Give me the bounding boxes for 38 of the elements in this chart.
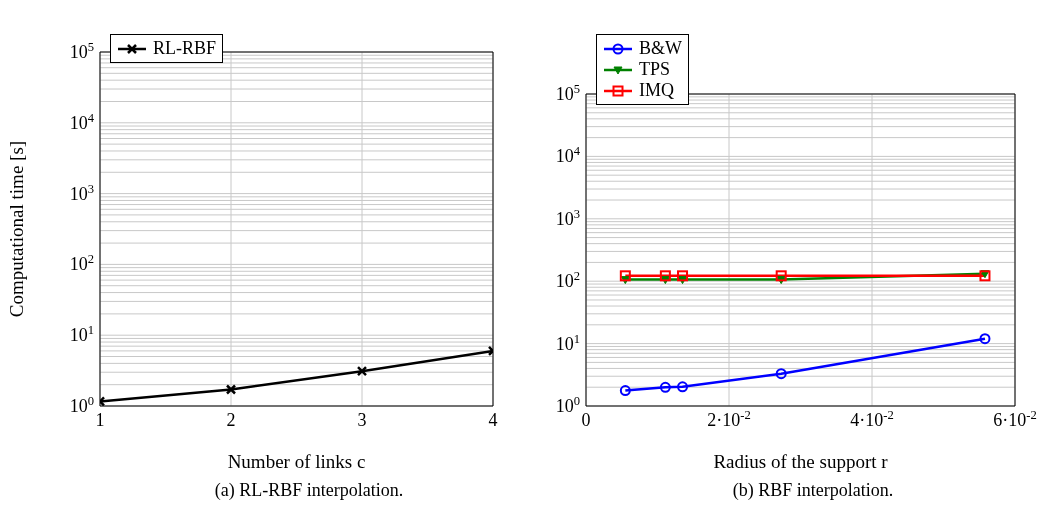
- point: [619, 385, 631, 397]
- x-axis-title: Radius of the support r: [713, 451, 889, 472]
- x-tick-label: 4: [488, 410, 498, 430]
- y-tick-label: 10$^{3}$: [69, 181, 94, 204]
- y-tick-label: 10$^{3}$: [555, 206, 580, 229]
- text: (a) RL-RBF interpolation.: [213, 480, 405, 501]
- legend-label: RL-RBF: [153, 38, 217, 59]
- point: [979, 333, 991, 345]
- x-tick-label: 1: [95, 410, 105, 430]
- y-tick-label: 10$^{1}$: [69, 323, 94, 346]
- point: [677, 270, 689, 282]
- y-axis-title: Computational time [s]: [5, 140, 27, 318]
- point: [659, 270, 671, 282]
- point: [659, 381, 671, 393]
- x-tick-label: 3: [357, 410, 367, 430]
- x-tick-label: 2·10$^{-2}$: [707, 408, 751, 430]
- point: [775, 368, 787, 380]
- y-tick-label: 10$^{2}$: [69, 252, 94, 275]
- point: [677, 381, 689, 393]
- y-tick-label: 10$^{5}$: [69, 40, 94, 62]
- legend-label: TPS: [639, 59, 671, 80]
- y-tick-label: 10$^{0}$: [69, 394, 94, 416]
- y-tick-label: 10$^{4}$: [69, 110, 95, 133]
- legend-label: IMQ: [639, 80, 674, 101]
- x-tick-label: 4·10$^{-2}$: [850, 408, 894, 430]
- y-tick-label: 10$^{0}$: [555, 394, 580, 416]
- point: [619, 270, 631, 282]
- y-tick-label: 10$^{4}$: [555, 144, 581, 167]
- y-tick-label: 10$^{5}$: [555, 82, 580, 104]
- text: (b) RBF interpolation.: [731, 480, 895, 501]
- y-tick-label: 10$^{1}$: [555, 331, 580, 354]
- x-tick-label: 6·10$^{-2}$: [993, 408, 1037, 430]
- y-tick-label: 10$^{2}$: [555, 269, 580, 292]
- x-axis-title: Number of links c: [227, 451, 366, 472]
- point: [775, 270, 787, 282]
- x-tick-label: 0: [581, 410, 591, 430]
- x-tick-label: 2: [226, 410, 236, 430]
- legend-label: B&W: [639, 38, 682, 59]
